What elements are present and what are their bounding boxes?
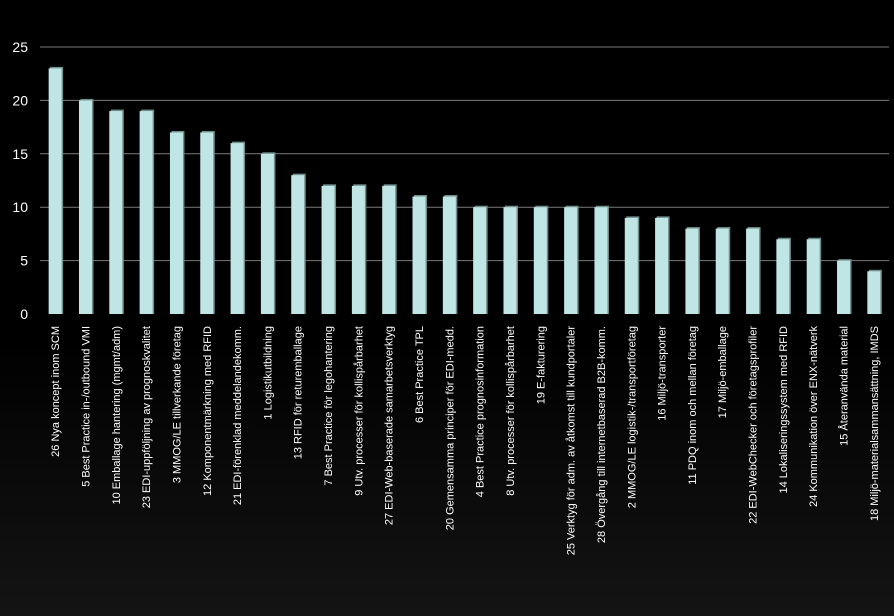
x-category-label: 12 Komponentmärkning med RFID: [202, 326, 214, 496]
y-axis-tick-labels: 0 5 10 15 20 25: [12, 39, 28, 322]
bar: [473, 207, 487, 314]
y-tick-label: 20: [12, 92, 28, 108]
x-category-label: 23 EDI-uppföljning av prognoskvalitet: [141, 326, 153, 508]
bar: [230, 143, 244, 314]
y-tick-label: 5: [20, 253, 28, 269]
bar: [776, 239, 790, 314]
x-category-label: 18 Miljö-materialsammansättning, IMDS: [869, 326, 881, 521]
bar: [412, 196, 426, 314]
x-category-label: 21 EDI-förenklad meddelandekomm.: [232, 326, 244, 505]
bar: [867, 271, 881, 314]
x-category-label: 7 Best Practice för legohantering: [323, 326, 335, 486]
bar: [442, 196, 456, 314]
bar: [109, 111, 123, 314]
bar: [564, 207, 578, 314]
bar: [48, 68, 62, 314]
x-category-label: 13 RFID för returemballage: [293, 326, 305, 459]
x-category-label: 4 Best Practice prognosinformation: [475, 326, 487, 497]
bar: [806, 239, 820, 314]
x-category-label: 24 Kommunikation över ENX-nätverk: [808, 326, 820, 507]
bar: [382, 185, 396, 314]
bar: [594, 207, 608, 314]
bar: [624, 217, 638, 314]
x-category-label: 25 Verktyg för adm. av åtkomst till kund…: [566, 326, 578, 556]
bar: [746, 228, 760, 314]
bar: [533, 207, 547, 314]
bar: [260, 153, 274, 314]
x-category-label: 3 MMOG/LE tillverkande företag: [171, 326, 183, 483]
bar: [139, 111, 153, 314]
y-tick-label: 10: [12, 199, 28, 215]
bars: [48, 66, 882, 315]
bar: [715, 228, 729, 314]
bar: [503, 207, 517, 314]
x-category-label: 2 MMOG/LE logistik-/transportföretag: [626, 326, 638, 508]
x-category-label: 1 Logistikutbildning: [262, 326, 274, 420]
y-tick-label: 25: [12, 39, 28, 55]
x-category-label: 15 Återanvända material: [838, 326, 851, 446]
x-category-label: 19 E-fakturering: [535, 326, 547, 404]
bar: [321, 185, 335, 314]
x-category-label: 14 Lokaliseringssystem med RFID: [778, 326, 790, 494]
bar: [200, 132, 214, 314]
x-category-label: 26 Nya koncept inom SCM: [50, 326, 62, 457]
bar: [169, 132, 183, 314]
bar: [351, 185, 365, 314]
x-category-label: 17 Miljö-emballage: [717, 326, 729, 418]
y-tick-label: 15: [12, 146, 28, 162]
x-category-label: 10 Emballage hantering (mgmt/adm): [111, 326, 123, 505]
x-category-label: 27 EDI-Web-baserade samarbetsverktyg: [384, 326, 396, 525]
x-category-label: 8 Utv. processer för kollispårbarhet: [505, 326, 517, 496]
x-category-label: 11 PDQ inom och mellan företag: [687, 326, 699, 485]
bar: [837, 260, 851, 314]
bar: [78, 100, 92, 315]
y-tick-label: 0: [20, 306, 28, 322]
x-category-label: 9 Utv. processer för kollispårbarhet: [353, 326, 365, 496]
x-category-label: 5 Best Practice in-/outbound VMI: [80, 326, 92, 487]
bar: [655, 217, 669, 314]
x-category-label: 6 Best Practice TPL: [414, 326, 426, 423]
bar: [291, 175, 305, 314]
gridlines: [40, 46, 889, 262]
bar: [685, 228, 699, 314]
x-axis-category-labels: 26 Nya koncept inom SCM 5 Best Practice i…: [50, 326, 881, 556]
x-category-label: 16 Miljö-transporter: [657, 326, 669, 421]
x-category-label: 22 EDI-WebChecker och företagsprofiler: [748, 326, 760, 524]
x-category-label: 28 Övergång till internetbaserad B2B-kom…: [596, 326, 608, 543]
x-category-label: 20 Gemensamma principer för EDI-medd.: [444, 326, 456, 530]
